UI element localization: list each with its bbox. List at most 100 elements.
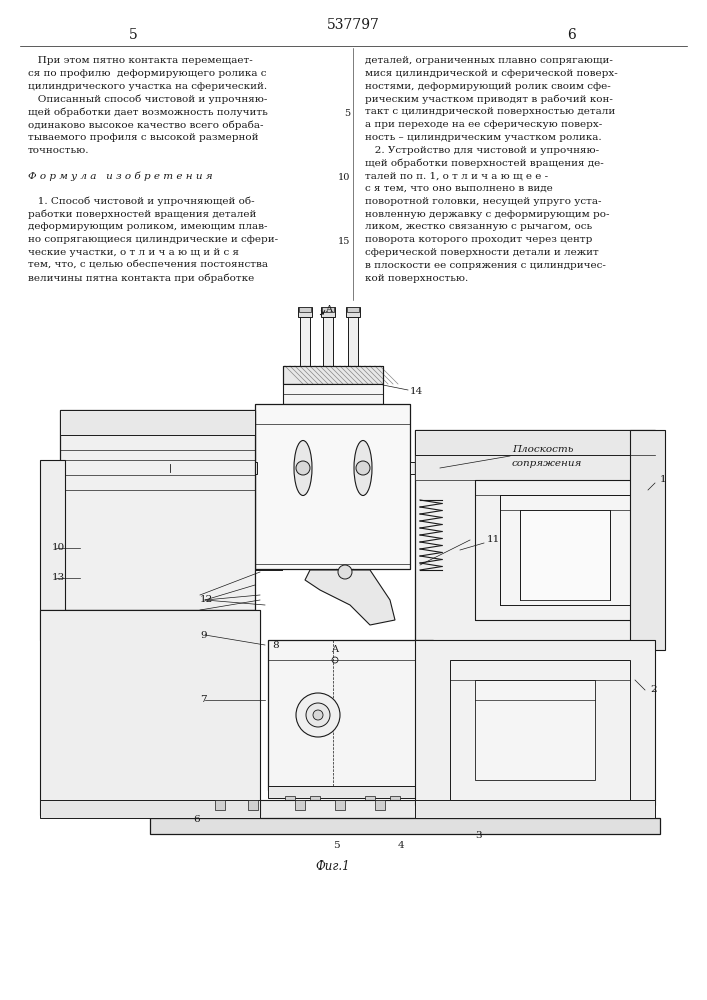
Text: 13: 13: [52, 574, 65, 582]
Text: 5: 5: [344, 109, 350, 118]
Text: такт с цилиндрической поверхностью детали: такт с цилиндрической поверхностью детал…: [365, 107, 615, 116]
Text: а при переходе на ее сферическую поверх-: а при переходе на ее сферическую поверх-: [365, 120, 602, 129]
Bar: [415, 430, 655, 455]
Bar: [215, 800, 225, 810]
Bar: [322, 307, 334, 312]
Text: 11: 11: [487, 536, 501, 544]
Text: 5: 5: [333, 840, 339, 850]
Bar: [390, 796, 400, 804]
Text: цилиндрического участка на сферический.: цилиндрического участка на сферический.: [28, 82, 267, 91]
Bar: [520, 510, 610, 600]
Text: работки поверхностей вращения деталей: работки поверхностей вращения деталей: [28, 210, 257, 219]
Bar: [295, 800, 305, 810]
Text: мися цилиндрической и сферической поверх-: мися цилиндрической и сферической поверх…: [365, 69, 618, 78]
Text: 10: 10: [338, 173, 350, 182]
Text: одинаково высокое качество всего обраба-: одинаково высокое качество всего обраба-: [28, 120, 264, 129]
Ellipse shape: [354, 440, 372, 495]
Bar: [150, 818, 660, 834]
Bar: [415, 455, 655, 480]
Text: деталей, ограниченных плавно сопрягающи-: деталей, ограниченных плавно сопрягающи-: [365, 56, 613, 65]
Text: 10: 10: [52, 544, 65, 552]
Bar: [175, 800, 635, 822]
Text: Описанный способ чистовой и упрочняю-: Описанный способ чистовой и упрочняю-: [28, 94, 267, 104]
Bar: [255, 404, 410, 569]
Bar: [165, 460, 173, 476]
Text: 2: 2: [650, 686, 657, 694]
Bar: [300, 311, 310, 366]
Text: Ф о р м у л а   и з о б р е т е н и я: Ф о р м у л а и з о б р е т е н и я: [28, 171, 213, 181]
Bar: [420, 706, 435, 712]
Bar: [347, 307, 359, 312]
Bar: [60, 410, 255, 610]
Bar: [508, 464, 516, 472]
Bar: [415, 430, 655, 650]
Text: ность – цилиндрическим участком ролика.: ность – цилиндрическим участком ролика.: [365, 133, 602, 142]
Bar: [40, 800, 260, 818]
Circle shape: [313, 710, 323, 720]
Ellipse shape: [294, 440, 312, 495]
Text: новленную державку с деформирующим ро-: новленную державку с деформирующим ро-: [365, 210, 609, 219]
Text: талей по п. 1, о т л и ч а ю щ е е -: талей по п. 1, о т л и ч а ю щ е е -: [365, 171, 548, 180]
Bar: [310, 796, 320, 804]
Bar: [40, 610, 260, 815]
Bar: [335, 800, 345, 810]
Bar: [268, 786, 433, 798]
Bar: [475, 480, 645, 620]
Text: 12: 12: [200, 595, 214, 604]
Text: сопряжения: сопряжения: [512, 458, 583, 468]
Bar: [500, 460, 508, 476]
Bar: [348, 311, 358, 366]
Bar: [410, 462, 500, 474]
Text: 14: 14: [410, 387, 423, 396]
Text: тываемого профиля с высокой размерной: тываемого профиля с высокой размерной: [28, 133, 259, 142]
Text: 5: 5: [129, 28, 137, 42]
Text: но сопрягающиеся цилиндрические и сфери-: но сопрягающиеся цилиндрические и сфери-: [28, 235, 278, 244]
Text: 8: 8: [272, 641, 279, 650]
Bar: [420, 688, 435, 694]
Bar: [323, 311, 333, 366]
Text: точностью.: точностью.: [28, 146, 90, 155]
Text: деформирующим роликом, имеющим плав-: деформирующим роликом, имеющим плав-: [28, 222, 267, 231]
Text: ностями, деформирующий ролик своим сфе-: ностями, деформирующий ролик своим сфе-: [365, 82, 611, 91]
Text: рическим участком приводят в рабочий кон-: рическим участком приводят в рабочий кон…: [365, 94, 613, 104]
Bar: [298, 307, 312, 317]
Bar: [255, 404, 410, 569]
Text: При этом пятно контакта перемещает-: При этом пятно контакта перемещает-: [28, 56, 252, 65]
Text: 1: 1: [660, 476, 667, 485]
Bar: [475, 680, 595, 780]
Bar: [420, 670, 435, 676]
Bar: [450, 660, 630, 800]
Text: 15: 15: [338, 237, 350, 246]
Bar: [375, 800, 385, 810]
Bar: [268, 640, 433, 790]
Text: A: A: [332, 646, 339, 654]
Text: Плоскость: Плоскость: [512, 446, 573, 454]
Bar: [415, 800, 655, 818]
Bar: [40, 610, 260, 640]
Text: 3: 3: [475, 830, 481, 840]
Text: 9: 9: [200, 631, 206, 640]
Text: 4: 4: [398, 840, 404, 850]
Circle shape: [338, 565, 352, 579]
Text: ческие участки, о т л и ч а ю щ и й с я: ческие участки, о т л и ч а ю щ и й с я: [28, 248, 239, 257]
Text: щей обработки поверхностей вращения де-: щей обработки поверхностей вращения де-: [365, 158, 604, 168]
Text: 537797: 537797: [327, 18, 380, 32]
Text: кой поверхностью.: кой поверхностью.: [365, 274, 468, 283]
Text: 6: 6: [568, 28, 576, 42]
Text: в плоскости ее сопряжения с цилиндричес-: в плоскости ее сопряжения с цилиндричес-: [365, 261, 606, 270]
Bar: [285, 796, 295, 804]
Text: Фиг.1: Фиг.1: [316, 860, 350, 873]
Bar: [40, 460, 65, 610]
Text: 1. Способ чистовой и упрочняющей об-: 1. Способ чистовой и упрочняющей об-: [28, 197, 255, 206]
Bar: [60, 410, 255, 435]
Bar: [283, 366, 383, 384]
Bar: [299, 307, 311, 312]
Bar: [321, 307, 335, 317]
Circle shape: [356, 461, 370, 475]
Text: тем, что, с целью обеспечения постоянства: тем, что, с целью обеспечения постоянств…: [28, 261, 268, 270]
Bar: [283, 366, 383, 384]
Text: поворота которого проходит через центр: поворота которого проходит через центр: [365, 235, 592, 244]
Text: величины пятна контакта при обработке: величины пятна контакта при обработке: [28, 274, 255, 283]
Bar: [283, 384, 383, 404]
Text: A: A: [325, 304, 332, 314]
